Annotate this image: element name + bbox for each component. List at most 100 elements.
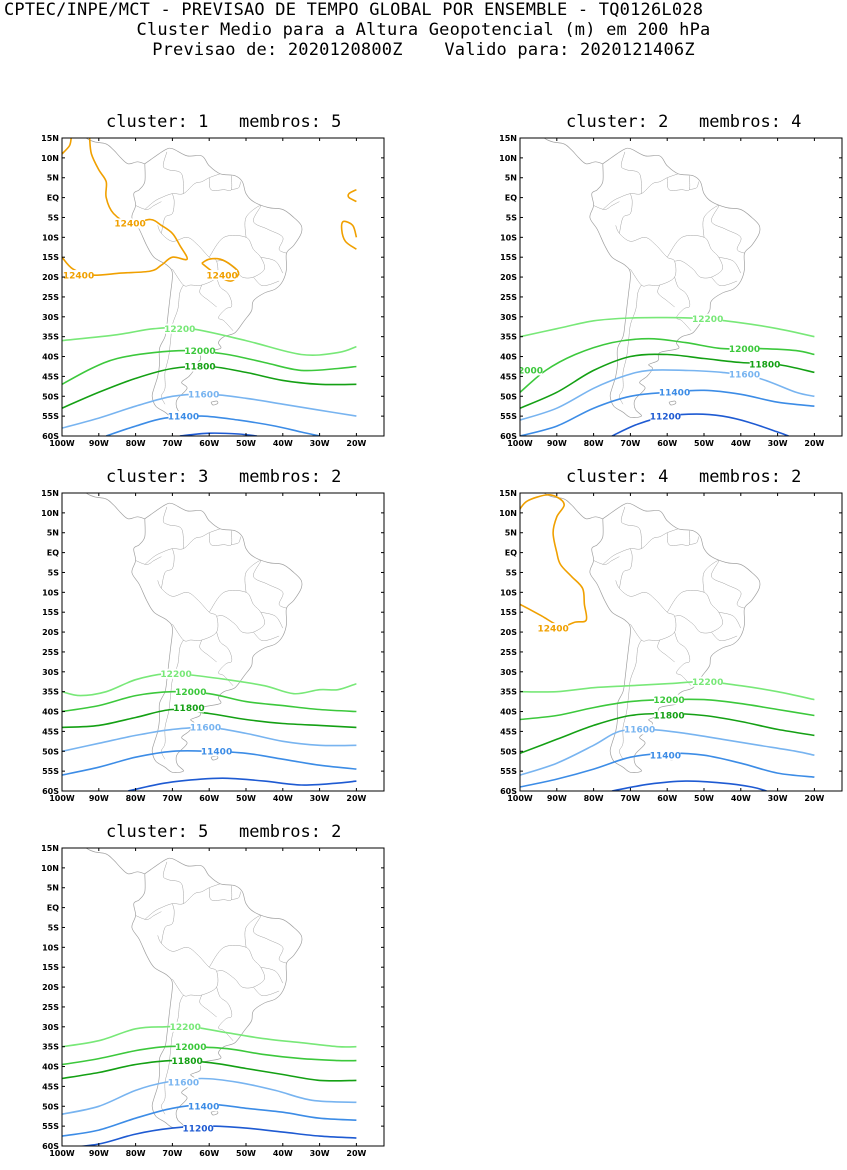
lat-tick-label: 30S [42, 668, 59, 677]
country-border [135, 911, 162, 920]
lon-tick-label: 70W [162, 1149, 182, 1158]
panel-1-title: cluster: 1 membros: 5 [106, 112, 342, 132]
map-frame [61, 492, 385, 792]
country-border [161, 639, 184, 760]
contour-label-bg [161, 668, 192, 679]
panel-5-map: 12200 12000 11800 11600 11400 11200 15N 10N 5N EQ… [41, 844, 385, 1158]
country-border [657, 639, 675, 663]
country-border [231, 181, 241, 190]
lon-tick-label: 30W [768, 439, 788, 448]
contour-label-bg [729, 369, 760, 380]
lon-tick-label: 20W [346, 1149, 366, 1158]
contour-label-11600: 11600 [729, 371, 760, 381]
map-content: 12200 12000 11800 11600 11400 11200 [62, 848, 357, 1146]
lon-tick-label: 60W [199, 1149, 219, 1158]
lat-tick-label: 5S [506, 568, 518, 577]
lat-tick-label: 10N [41, 509, 59, 518]
contour-label-bg [172, 1055, 203, 1066]
lon-tick-label: 30W [768, 794, 788, 803]
lat-tick-label: 5S [506, 213, 518, 222]
map-content: 12200 12000 11800 11600 11400 [62, 493, 357, 791]
contour-label-11600: 11600 [168, 1079, 199, 1089]
contour-11200 [611, 413, 789, 436]
contour-label-12000: 12000 [653, 696, 684, 706]
contour-label-bg [207, 270, 238, 281]
contour-12200 [520, 680, 815, 701]
lat-tick-label: 55S [42, 1122, 59, 1131]
contour-label-11800: 11800 [173, 704, 204, 714]
lat-tick-label: 30S [500, 668, 517, 677]
contour-12000 [62, 1045, 357, 1066]
panel-3-map: 12200 12000 11800 11600 11400 15N 10N 5N EQ 5S 10S… [41, 489, 385, 803]
contour-12400 [62, 138, 189, 277]
contour-label-bg [201, 746, 232, 757]
lat-tick-label: 5N [47, 529, 59, 538]
country-border [161, 548, 175, 589]
contour-label-bg [692, 676, 723, 687]
contour-label-11600: 11600 [624, 726, 655, 736]
country-border [135, 556, 162, 565]
country-border [593, 201, 620, 210]
lon-tick-label: 100W [49, 794, 75, 803]
contour-label-11600: 11600 [188, 390, 219, 400]
country-border [260, 611, 284, 629]
panel-3-title: cluster: 3 membros: 2 [106, 467, 342, 487]
lat-tick-label: 60S [42, 1142, 59, 1151]
country-border [157, 935, 219, 997]
country-border [161, 903, 175, 944]
coastline [543, 493, 603, 520]
country-border [702, 560, 745, 609]
lon-tick-label: 80W [126, 1149, 146, 1158]
contour-label-12400: 12400 [537, 624, 568, 634]
lat-tick-label: 15N [499, 134, 517, 143]
contour-label-11800: 11800 [653, 712, 684, 722]
lon-tick-label: 20W [804, 794, 824, 803]
contour-label-11800: 11800 [749, 361, 780, 371]
lon-tick-label: 50W [694, 439, 714, 448]
country-border [593, 556, 620, 565]
coastline [85, 493, 145, 520]
country-border [666, 590, 723, 634]
contour-12000 [520, 337, 815, 393]
panel-1-map: 12400 12400 12400 12200 12000 11800 11600 11400… [41, 134, 385, 448]
country-border [162, 151, 184, 194]
map-content: 12400 12400 12400 12200 12000 11800 11600 11400 [62, 138, 358, 436]
contour-label-bg [173, 702, 204, 713]
lon-tick-label: 40W [731, 439, 751, 448]
contour-label-12000: 12000 [729, 345, 760, 355]
country-border [161, 193, 175, 234]
contour-label-bg [650, 750, 681, 761]
lat-tick-label: 10N [41, 154, 59, 163]
country-border [674, 632, 692, 686]
contour-label-11800: 11800 [184, 363, 215, 373]
lon-tick-label: 90W [89, 794, 109, 803]
lon-tick-label: 40W [273, 794, 293, 803]
country-border [260, 256, 284, 274]
lon-tick-label: 100W [49, 1149, 75, 1158]
country-border [208, 530, 233, 546]
country-border [253, 631, 280, 642]
contour-12200 [62, 1025, 357, 1048]
contour-11800 [62, 708, 357, 729]
country-border [689, 181, 699, 190]
lat-tick-label: 25S [500, 648, 517, 657]
lat-tick-label: 50S [42, 747, 59, 756]
lat-tick-label: 5N [505, 529, 517, 538]
country-border [689, 536, 699, 545]
contour-12000 [62, 690, 357, 713]
header-line-3: Previsao de: 2020120800Z Valido para: 20… [152, 40, 695, 60]
lon-tick-label: 90W [547, 794, 567, 803]
lat-tick-label: 20S [500, 273, 517, 282]
lat-tick-label: 35S [42, 1043, 59, 1052]
panel-4-title: cluster: 4 membros: 2 [566, 467, 802, 487]
lat-tick-label: 25S [42, 1003, 59, 1012]
map-frame [519, 137, 843, 437]
lat-tick-label: 25S [42, 293, 59, 302]
lon-tick-label: 50W [236, 794, 256, 803]
contour-label-bg [175, 686, 206, 697]
lon-tick-label: 30W [310, 794, 330, 803]
lat-tick-label: 15S [500, 608, 517, 617]
contour-label-11400: 11400 [168, 412, 199, 422]
contour-11600 [520, 369, 815, 421]
coastline [131, 857, 303, 1128]
